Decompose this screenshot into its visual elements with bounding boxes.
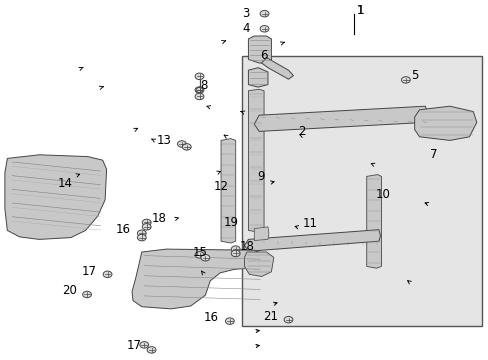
Circle shape bbox=[142, 224, 151, 230]
Circle shape bbox=[137, 234, 146, 241]
Text: 21: 21 bbox=[262, 310, 277, 323]
Text: 9: 9 bbox=[257, 170, 264, 183]
Text: 3: 3 bbox=[242, 7, 249, 20]
Polygon shape bbox=[248, 89, 264, 232]
Polygon shape bbox=[244, 252, 273, 276]
Circle shape bbox=[225, 318, 234, 324]
Text: 19: 19 bbox=[224, 216, 239, 229]
Polygon shape bbox=[5, 155, 106, 239]
Text: 20: 20 bbox=[62, 284, 77, 297]
Text: 1: 1 bbox=[356, 4, 364, 17]
Circle shape bbox=[260, 26, 268, 32]
Circle shape bbox=[195, 93, 203, 100]
Text: 18: 18 bbox=[151, 212, 166, 225]
Circle shape bbox=[231, 250, 240, 257]
Circle shape bbox=[142, 219, 151, 226]
Circle shape bbox=[231, 246, 240, 252]
Polygon shape bbox=[261, 58, 293, 79]
Polygon shape bbox=[254, 106, 427, 131]
Circle shape bbox=[284, 316, 292, 323]
Circle shape bbox=[196, 87, 203, 93]
Circle shape bbox=[82, 291, 91, 298]
Circle shape bbox=[177, 141, 186, 147]
Text: 6: 6 bbox=[260, 49, 267, 62]
Text: 14: 14 bbox=[57, 177, 72, 190]
Circle shape bbox=[195, 73, 203, 80]
Text: 11: 11 bbox=[302, 217, 317, 230]
Text: 10: 10 bbox=[375, 188, 389, 201]
Text: 4: 4 bbox=[242, 22, 249, 35]
Text: 8: 8 bbox=[200, 79, 207, 92]
Circle shape bbox=[195, 252, 203, 258]
Circle shape bbox=[195, 87, 203, 93]
Text: 16: 16 bbox=[203, 311, 219, 324]
Polygon shape bbox=[366, 175, 381, 268]
Circle shape bbox=[147, 347, 156, 353]
Text: 7: 7 bbox=[429, 148, 437, 161]
Text: 1: 1 bbox=[356, 4, 364, 17]
Circle shape bbox=[182, 144, 191, 150]
Text: 5: 5 bbox=[410, 69, 417, 82]
Text: 18: 18 bbox=[239, 240, 254, 253]
Polygon shape bbox=[244, 230, 380, 251]
Polygon shape bbox=[132, 249, 264, 309]
Polygon shape bbox=[254, 227, 268, 240]
Text: 17: 17 bbox=[127, 339, 142, 352]
Circle shape bbox=[103, 271, 112, 278]
Circle shape bbox=[260, 10, 268, 17]
Circle shape bbox=[140, 342, 148, 348]
Polygon shape bbox=[248, 36, 271, 63]
Text: 17: 17 bbox=[81, 265, 97, 278]
Polygon shape bbox=[414, 106, 476, 140]
Text: 16: 16 bbox=[116, 223, 131, 236]
Polygon shape bbox=[248, 68, 267, 87]
Polygon shape bbox=[221, 139, 235, 243]
Text: 15: 15 bbox=[193, 246, 207, 258]
Bar bbox=[242, 56, 481, 326]
Circle shape bbox=[401, 77, 409, 83]
Circle shape bbox=[137, 230, 146, 237]
Text: 2: 2 bbox=[298, 125, 305, 138]
Text: 12: 12 bbox=[213, 180, 228, 193]
Circle shape bbox=[201, 255, 209, 261]
Text: 13: 13 bbox=[156, 134, 171, 147]
